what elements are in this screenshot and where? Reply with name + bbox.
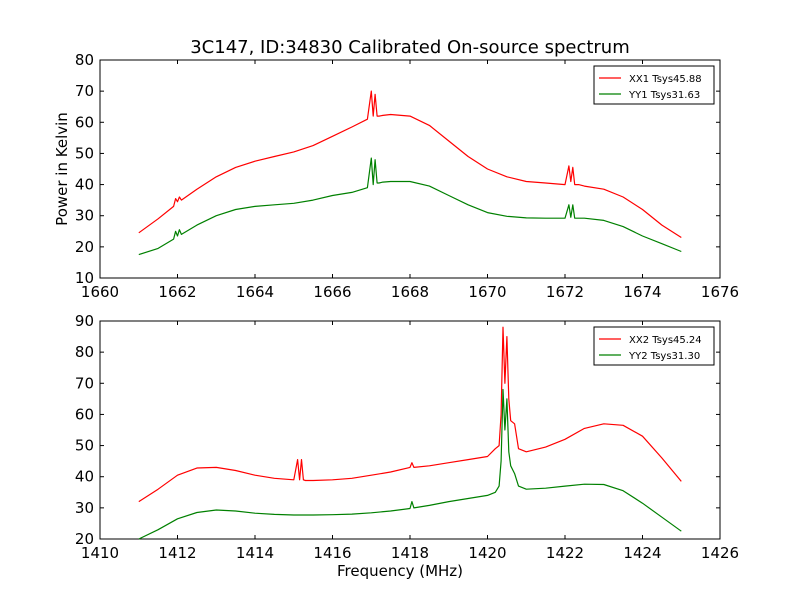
legend: XX2 Tsys45.24 YY2 Tsys31.30 <box>593 326 715 366</box>
y-tick-label: 60 <box>75 405 94 423</box>
x-tick-label: 1426 <box>701 544 739 562</box>
legend-box <box>593 65 715 105</box>
x-tick-label: 1424 <box>623 544 661 562</box>
series-line-yy <box>138 388 682 540</box>
legend: XX1 Tsys45.88 YY1 Tsys31.63 <box>593 65 715 105</box>
x-tick-label: 1664 <box>236 283 274 301</box>
series-line-xx <box>138 326 682 503</box>
y-tick-label: 80 <box>75 343 94 361</box>
x-tick-label: 1416 <box>313 544 351 562</box>
y-tick-label: 70 <box>75 374 94 392</box>
y-tick-label: 20 <box>75 530 94 548</box>
x-tick-label: 1422 <box>546 544 584 562</box>
panel-1: 1660 1662 1664 1666 1668 1670 1672 1674 1676 10 20… <box>53 51 739 301</box>
y-tick-label: 50 <box>75 437 94 455</box>
x-tick-label: 1662 <box>158 283 196 301</box>
figure-title: 3C147, ID:34830 Calibrated On-source spe… <box>190 37 630 58</box>
y-tick-label: 20 <box>75 238 94 256</box>
y-tick-label: 70 <box>75 82 94 100</box>
x-tick-label: 1674 <box>623 283 661 301</box>
x-tick-label: 1412 <box>158 544 196 562</box>
legend-label: XX2 Tsys45.24 <box>629 335 702 346</box>
y-tick-label: 30 <box>75 499 94 517</box>
x-tick-label: 1420 <box>468 544 506 562</box>
y-tick-label: 80 <box>75 51 94 69</box>
legend-label: XX1 Tsys45.88 <box>629 74 702 85</box>
legend-label: YY2 Tsys31.30 <box>628 351 700 362</box>
legend-box <box>593 326 715 366</box>
y-tick-label: 40 <box>75 176 94 194</box>
x-tick-label: 1668 <box>391 283 429 301</box>
y-tick-label: 40 <box>75 468 94 486</box>
x-tick-label: 1660 <box>81 283 119 301</box>
x-tick-label: 1672 <box>546 283 584 301</box>
series-line-yy <box>138 157 682 256</box>
x-tick-label: 1666 <box>313 283 351 301</box>
x-tick-label: 1676 <box>701 283 739 301</box>
x-tick-label: 1670 <box>468 283 506 301</box>
y-tick-label: 10 <box>75 269 94 287</box>
y-tick-label: 50 <box>75 144 94 162</box>
y-tick-label: 60 <box>75 113 94 131</box>
x-axis-label: Frequency (MHz) <box>337 562 463 580</box>
y-tick-label: 90 <box>75 312 94 330</box>
x-tick-label: 1410 <box>81 544 119 562</box>
legend-label: YY1 Tsys31.63 <box>628 90 700 101</box>
series-line-xx <box>138 90 682 239</box>
x-tick-label: 1414 <box>236 544 274 562</box>
panel-2: 1410 1412 1414 1416 1418 1420 1422 1424 1426 20 30… <box>75 312 739 580</box>
y-axis-label: Power in Kelvin <box>53 112 71 226</box>
x-tick-label: 1418 <box>391 544 429 562</box>
y-tick-label: 30 <box>75 207 94 225</box>
